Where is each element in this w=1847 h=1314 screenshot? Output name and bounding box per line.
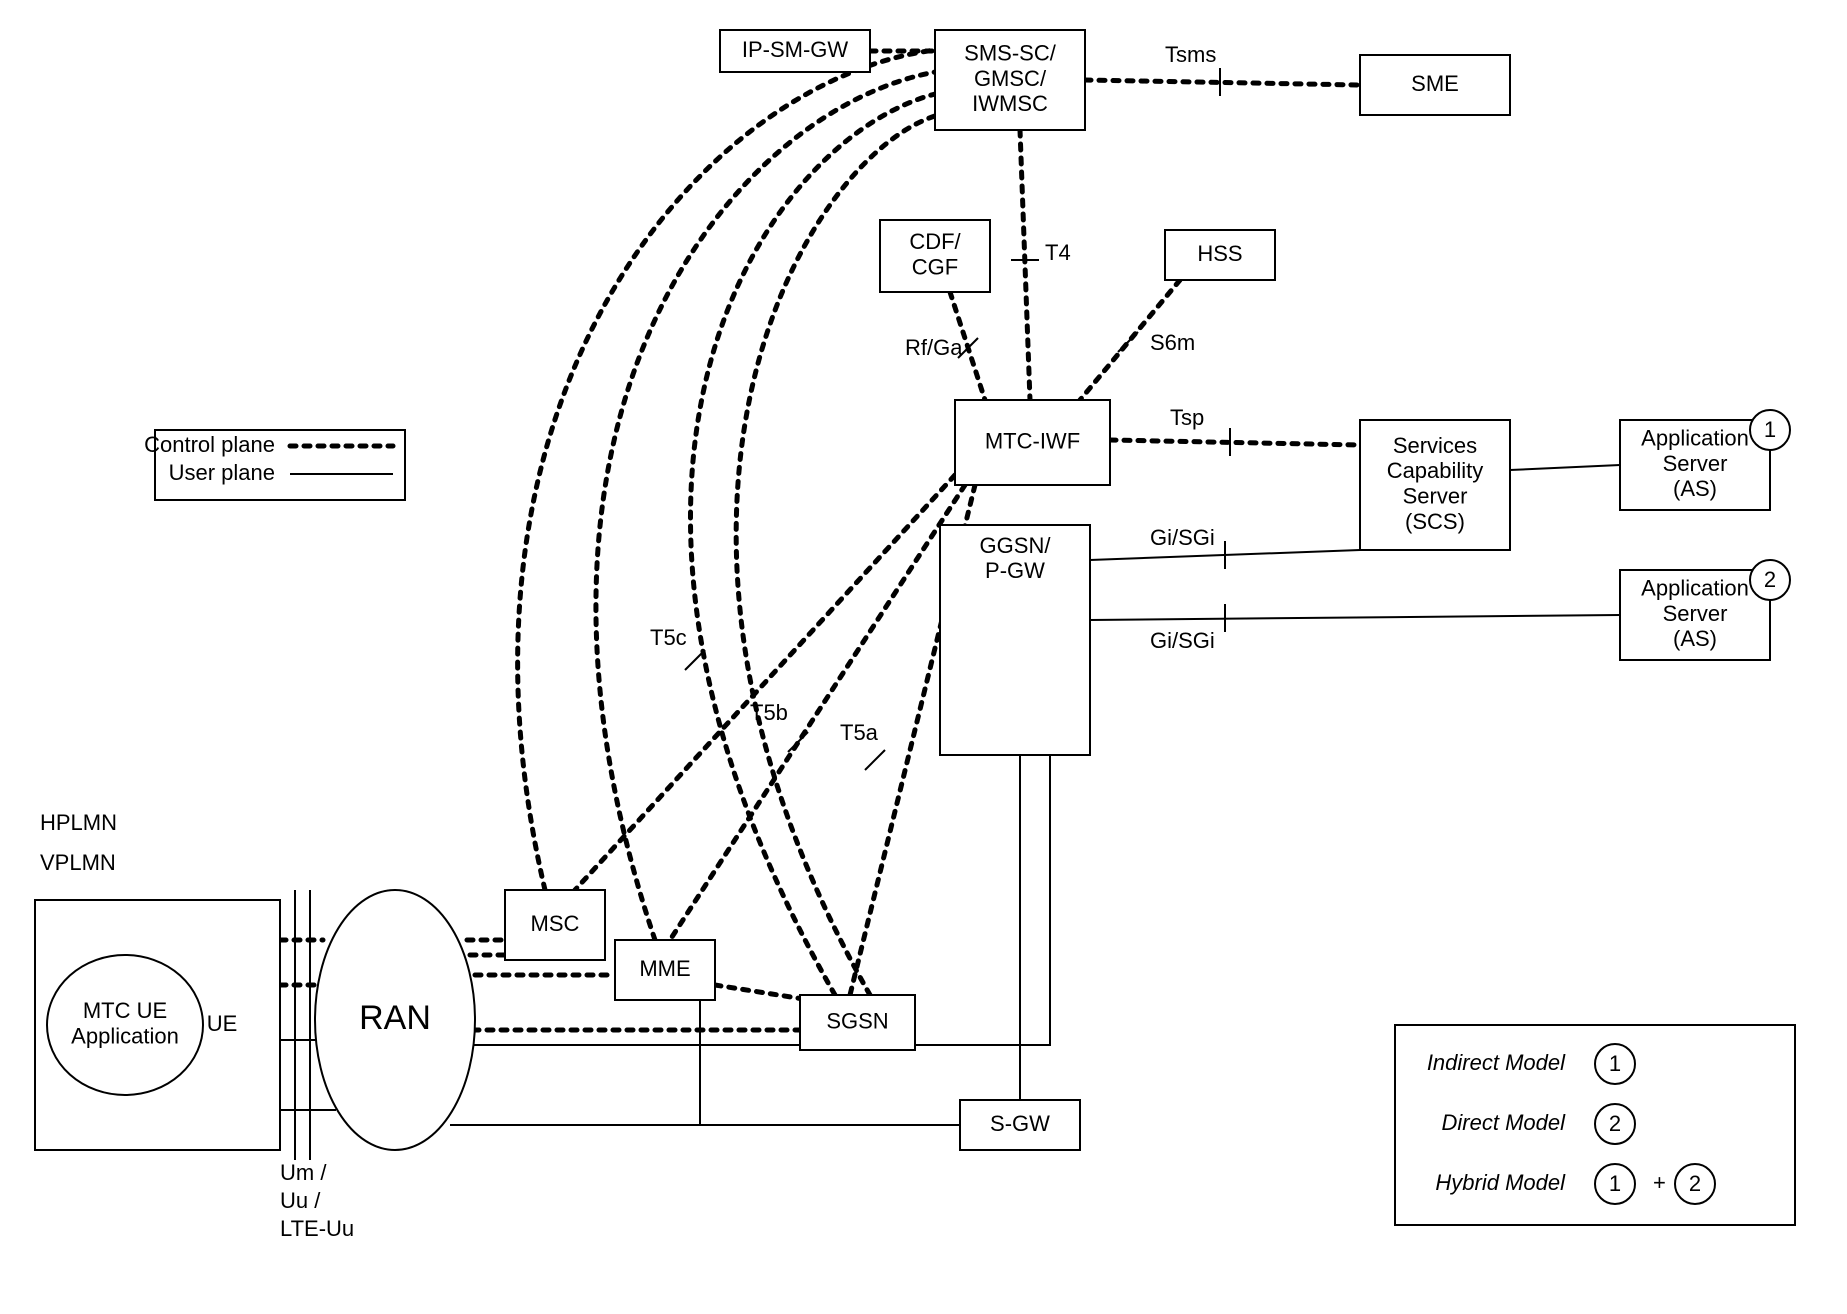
edge-mme-sgsn-d2 <box>715 985 810 1000</box>
svg-text:2: 2 <box>1689 1171 1701 1196</box>
svg-text:Server: Server <box>1663 451 1728 476</box>
node-ggsn: GGSN/P-GW <box>940 525 1090 755</box>
edge-label-tsms: Tsms <box>1165 42 1216 67</box>
svg-text:P-GW: P-GW <box>985 558 1045 583</box>
edge-label-tsp: Tsp <box>1170 405 1204 430</box>
edge-smssc-sme <box>1085 80 1360 85</box>
node-ue-label: UE <box>207 1011 238 1036</box>
edge-mtciwf-scs <box>1110 440 1360 445</box>
node-ipsmgw: IP-SM-GW <box>720 30 870 72</box>
node-as2: ApplicationServer(AS) 2 <box>1620 560 1790 660</box>
node-as1: ApplicationServer(AS) 1 <box>1620 410 1790 510</box>
node-sme: SME <box>1360 55 1510 115</box>
svg-text:(SCS): (SCS) <box>1405 509 1465 534</box>
svg-text:Application: Application <box>1641 426 1749 451</box>
interface-slash <box>685 650 705 670</box>
svg-text:1: 1 <box>1764 417 1776 442</box>
interface-slash <box>1118 332 1138 352</box>
node-mme: MME <box>615 940 715 1000</box>
edge-sgsn-ggsn <box>900 755 1050 1045</box>
svg-text:Server: Server <box>1403 483 1468 508</box>
label-hplmn: HPLMN <box>40 810 117 835</box>
node-msc: MSC <box>505 890 605 960</box>
edge-ggsn-as2 <box>1090 615 1620 620</box>
svg-text:CDF/: CDF/ <box>909 229 961 254</box>
node-smssc: SMS-SC/GMSC/IWMSC <box>935 30 1085 130</box>
svg-text:Capability: Capability <box>1387 458 1484 483</box>
svg-text:SMS-SC/: SMS-SC/ <box>964 41 1057 66</box>
node-mtciwf: MTC-IWF <box>955 400 1110 485</box>
svg-text:HSS: HSS <box>1197 241 1242 266</box>
node-mtcue: MTC UEApplication <box>47 955 203 1095</box>
svg-text:1: 1 <box>1609 1171 1621 1196</box>
svg-text:Hybrid Model: Hybrid Model <box>1435 1170 1566 1195</box>
node-hss: HSS <box>1165 230 1275 280</box>
svg-text:CGF: CGF <box>912 254 958 279</box>
svg-text:IWMSC: IWMSC <box>972 91 1048 116</box>
node-cdf: CDF/CGF <box>880 220 990 292</box>
svg-text:2: 2 <box>1609 1111 1621 1136</box>
svg-text:MTC UE: MTC UE <box>83 998 167 1023</box>
label-vplmn: VPLMN <box>40 850 116 875</box>
legend-line-types: Control plane User plane <box>144 430 405 500</box>
svg-text:MSC: MSC <box>531 911 580 936</box>
svg-text:(AS): (AS) <box>1673 626 1717 651</box>
node-sgsn: SGSN <box>800 995 915 1050</box>
edge-label-t5c: T5c <box>650 625 687 650</box>
svg-text:Server: Server <box>1663 601 1728 626</box>
svg-text:SGSN: SGSN <box>826 1008 888 1033</box>
edge-label-gisgi: Gi/SGi <box>1150 628 1215 653</box>
interface-slash <box>865 750 885 770</box>
edge-label-gisgi: Gi/SGi <box>1150 525 1215 550</box>
svg-text:GGSN/: GGSN/ <box>980 533 1052 558</box>
edge-label-t5b: T5b <box>750 700 788 725</box>
svg-text:MME: MME <box>639 956 690 981</box>
svg-text:1: 1 <box>1609 1051 1621 1076</box>
edge-label-rfga: Rf/Ga <box>905 335 963 360</box>
svg-text:Application: Application <box>1641 576 1749 601</box>
svg-text:GMSC/: GMSC/ <box>974 66 1047 91</box>
node-ran: RAN <box>315 890 475 1150</box>
svg-text:RAN: RAN <box>359 999 431 1037</box>
svg-text:UE: UE <box>207 1011 238 1036</box>
svg-text:2: 2 <box>1764 567 1776 592</box>
edge-mtciwf-msc <box>575 475 955 890</box>
svg-text:Indirect Model: Indirect Model <box>1427 1050 1566 1075</box>
edge-scs-as1 <box>1510 465 1620 470</box>
label-lteuu: LTE-Uu <box>280 1216 354 1241</box>
svg-text:Direct Model: Direct Model <box>1442 1110 1567 1135</box>
interface-slash <box>788 732 808 752</box>
svg-text:User plane: User plane <box>169 460 275 485</box>
edge-label-t5a: T5a <box>840 720 879 745</box>
svg-text:SME: SME <box>1411 71 1459 96</box>
node-sgw: S-GW <box>960 1100 1080 1150</box>
svg-text:MTC-IWF: MTC-IWF <box>985 428 1080 453</box>
svg-text:+: + <box>1653 1170 1666 1195</box>
label-uu: Uu / <box>280 1188 321 1213</box>
svg-text:(AS): (AS) <box>1673 476 1717 501</box>
svg-text:IP-SM-GW: IP-SM-GW <box>742 37 849 62</box>
svg-text:Control plane: Control plane <box>144 432 275 457</box>
edge-smssc-mtciwf <box>1020 130 1030 400</box>
edge-label-s6m: S6m <box>1150 330 1195 355</box>
node-scs: ServicesCapabilityServer(SCS) <box>1360 420 1510 550</box>
svg-text:Services: Services <box>1393 433 1477 458</box>
architecture-diagram: IP-SM-GW SMS-SC/GMSC/IWMSC SME CDF/CGF HSS MT… <box>0 0 1847 1314</box>
svg-text:Application: Application <box>71 1023 179 1048</box>
label-um: Um / <box>280 1160 327 1185</box>
svg-text:S-GW: S-GW <box>990 1111 1050 1136</box>
legend-models: Indirect Model 1 Direct Model 2 Hybrid Model… <box>1395 1025 1795 1225</box>
edge-label-t4: T4 <box>1045 240 1071 265</box>
